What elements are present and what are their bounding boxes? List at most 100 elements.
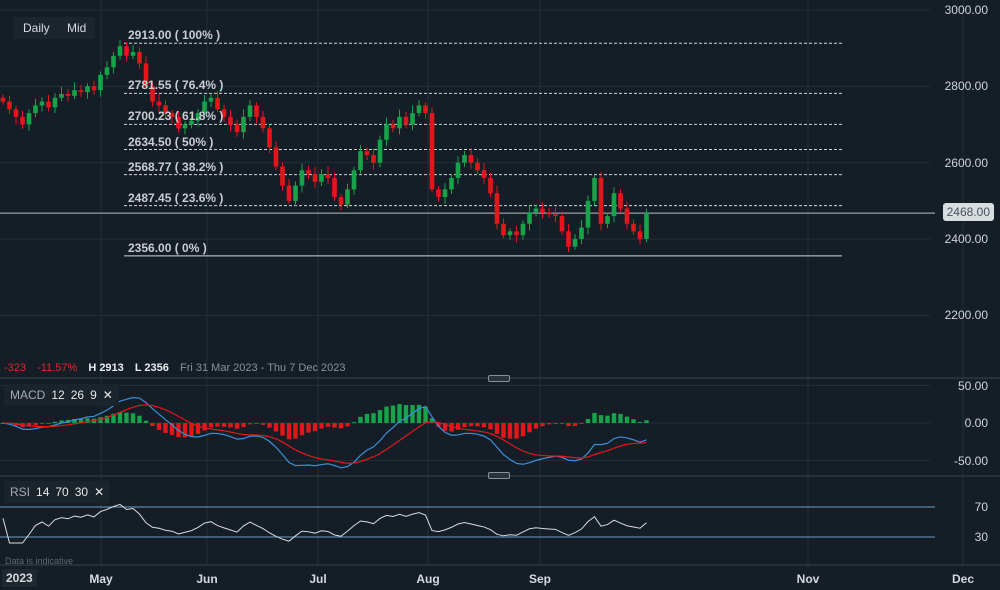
candle-body [514, 231, 519, 236]
macd-histogram-bar [455, 423, 461, 430]
macd-histogram-bar [325, 423, 331, 427]
macd-histogram-bar [208, 423, 214, 428]
macd-histogram-bar [390, 405, 396, 423]
macd-histogram-bar [436, 423, 441, 427]
macd-histogram-bar [566, 423, 571, 427]
stats-bar: -323 -11.57% H 2913 L 2356 Fri 31 Mar 20… [4, 362, 353, 374]
candle-body [273, 147, 279, 167]
candle-body [533, 208, 539, 213]
macd-histogram-bar [631, 419, 636, 423]
macd-histogram-bar [371, 413, 376, 423]
pane-resize-handle[interactable] [488, 472, 510, 479]
macd-label: MACD [10, 388, 46, 402]
candle-body [91, 86, 97, 91]
macd-histogram-bar [429, 418, 435, 423]
macd-signal: 9 [90, 388, 97, 402]
candle-body [364, 151, 370, 156]
close-icon[interactable]: ✕ [94, 485, 105, 499]
candle-body [540, 208, 545, 213]
rsi-legend: RSI 14 70 30 ✕ [4, 481, 111, 503]
candle-body [195, 113, 201, 121]
candle-body [111, 55, 116, 68]
date-range: Fri 31 Mar 2023 - Thu 7 Dec 2023 [179, 362, 346, 374]
macd-histogram-bar [85, 418, 90, 423]
candle-body [566, 231, 571, 247]
candle-body [507, 231, 513, 236]
candle-body [280, 166, 285, 186]
close-icon[interactable]: ✕ [102, 388, 113, 402]
price-type-button[interactable]: Mid [58, 17, 96, 39]
macd-histogram-bar [644, 420, 649, 423]
price-tick-label: 2200.00 [944, 308, 988, 323]
macd-line [2, 396, 647, 469]
macd-histogram-bar [397, 404, 402, 423]
candle-body [592, 177, 597, 201]
candle-body [462, 155, 467, 163]
fib-label: 2913.00 ( 100% ) [128, 28, 221, 43]
macd-histogram-bar [137, 415, 142, 423]
candle-body [130, 51, 136, 56]
macd-histogram-bar [221, 423, 227, 427]
macd-histogram-bar [130, 413, 136, 423]
year-label: 2023 [2, 569, 37, 587]
candle-body [371, 155, 376, 163]
macd-histogram-bar [117, 411, 123, 423]
pane-resize-handle[interactable] [488, 375, 510, 382]
macd-histogram-bar [202, 423, 207, 431]
macd-histogram-bar [533, 423, 539, 429]
indicative-note: Data is indicative [5, 556, 74, 566]
candle-body [0, 97, 6, 102]
macd-tick-label: 0.00 [964, 416, 988, 430]
candle-body [104, 67, 110, 75]
candle-body [241, 116, 246, 133]
candle-body [39, 101, 45, 106]
macd-histogram-bar [475, 423, 480, 427]
macd-histogram-bar [442, 423, 448, 431]
candle-body [234, 124, 240, 133]
interval-button[interactable]: Daily [14, 17, 59, 39]
fib-label: 2634.50 ( 50% ) [128, 134, 214, 149]
candle-body [293, 185, 298, 201]
candle-body [397, 116, 402, 129]
candle-body [429, 113, 435, 190]
month-label: Sep [528, 572, 552, 586]
candle-body [410, 113, 415, 125]
macd-histogram-bar [280, 423, 285, 436]
candle-body [332, 177, 337, 198]
macd-histogram-bar [254, 423, 259, 424]
macd-tick-label: -50.00 [953, 453, 988, 468]
candle-body [260, 116, 266, 129]
macd-histogram-bar [312, 423, 318, 432]
low-value: L 2356 [134, 362, 169, 374]
candle-body [312, 174, 318, 182]
candle-body [488, 177, 493, 194]
macd-histogram-bar [273, 423, 279, 432]
candle-body [624, 208, 630, 224]
candle-body [20, 116, 25, 125]
candle-body [221, 109, 227, 117]
macd-fast: 12 [51, 388, 65, 402]
candle-body [7, 101, 12, 110]
candle-body [33, 105, 38, 114]
macd-slow: 26 [70, 388, 85, 402]
candle-body [286, 185, 292, 201]
candle-body [579, 227, 584, 240]
candle-body [351, 170, 357, 190]
candle-body [254, 105, 259, 117]
candle-body [319, 174, 324, 182]
macd-histogram-bar [384, 406, 389, 423]
macd-histogram-bar [46, 423, 51, 424]
macd-histogram-bar [345, 423, 350, 427]
macd-histogram-bar [598, 415, 604, 423]
candle-body [442, 189, 448, 198]
macd-histogram-bar [150, 423, 155, 427]
macd-tick-label: 50.00 [957, 378, 988, 393]
macd-histogram-bar [319, 423, 324, 429]
macd-histogram-bar [592, 412, 597, 423]
price-tick-label: 2600.00 [944, 155, 988, 170]
macd-histogram-bar [618, 413, 623, 423]
macd-histogram-bar [462, 423, 467, 428]
candle-body [436, 189, 441, 198]
candle-body [59, 93, 64, 98]
